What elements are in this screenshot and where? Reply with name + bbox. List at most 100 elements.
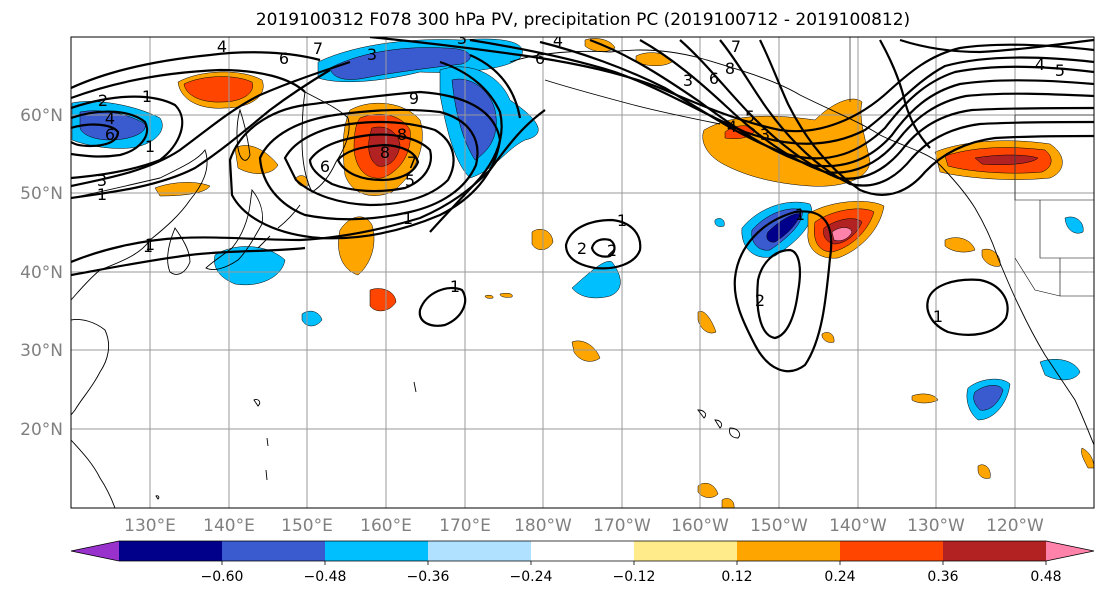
- contour-label: 6: [535, 49, 545, 68]
- colorbar-segment: [531, 541, 635, 561]
- lon-label: 140°E: [203, 516, 255, 536]
- pv-contour: [71, 95, 184, 180]
- contour-label: 8: [397, 125, 407, 144]
- colorbar-segment: [428, 541, 532, 561]
- contour-label: 3: [367, 45, 377, 64]
- shade-negative-area: [1039, 359, 1081, 381]
- colorbar-segment: [325, 541, 429, 561]
- lon-label: 130°W: [907, 516, 965, 536]
- pv-contour: [879, 39, 931, 149]
- pv-contour: [639, 39, 1094, 174]
- coastline-asia: [71, 439, 116, 508]
- pv-contour: [71, 110, 148, 158]
- contour-label: 1: [142, 87, 152, 106]
- shade-negative-area: [714, 218, 725, 227]
- longitude-labels: 130°E 140°E 150°E 160°E 170°E 180°W 170°…: [124, 516, 1044, 536]
- pv-contour: [564, 218, 642, 270]
- contour-label: 3: [97, 171, 107, 190]
- contour-label: 1: [403, 209, 413, 228]
- pv-contours: [71, 37, 1094, 373]
- contour-label: 1: [145, 137, 155, 156]
- colorbar-segment: [840, 541, 944, 561]
- contour-label: 4: [727, 117, 737, 136]
- contour-label: 1: [795, 205, 805, 224]
- pv-contour: [336, 143, 420, 182]
- colorbar-tick-label: 0.48: [1030, 569, 1061, 585]
- pv-contour: [469, 53, 522, 119]
- lon-label: 140°W: [829, 516, 887, 536]
- contour-label: 4: [105, 109, 115, 128]
- coastline-hawaii: [697, 409, 741, 439]
- shade-positive-area: [977, 464, 991, 479]
- shade-positive-area: [697, 483, 719, 498]
- pv-contour: [258, 108, 479, 221]
- lon-label: 170°W: [593, 516, 651, 536]
- contour-label: 1: [97, 185, 107, 204]
- contour-label: 6: [320, 157, 330, 176]
- pv-contour: [589, 38, 1094, 168]
- shade-positive-area: [821, 332, 835, 343]
- colorbar-outline: [70, 540, 1095, 562]
- pv-contour: [429, 60, 503, 233]
- shade-positive-area: [911, 393, 939, 404]
- contour-label: 3: [683, 71, 693, 90]
- latitude-labels: 60°N 50°N 40°N 30°N 20°N: [20, 106, 63, 440]
- contour-label: 4: [217, 37, 227, 56]
- pv-contour: [899, 38, 1094, 54]
- shade-negative-area: [973, 385, 1004, 411]
- pv-contour: [926, 278, 1009, 336]
- contour-label: 6: [279, 49, 289, 68]
- contour-label: 2: [577, 239, 587, 258]
- pv-contour: [469, 38, 1094, 145]
- pv-contour: [733, 210, 833, 373]
- contour-label: 5: [1055, 61, 1065, 80]
- shade-positive-area: [1081, 447, 1094, 469]
- contour-label: 2: [755, 291, 765, 310]
- lat-label: 60°N: [20, 106, 63, 126]
- map-title: 2019100312 F078 300 hPa PV, precipitatio…: [256, 10, 910, 30]
- colorbar-segment: [634, 541, 738, 561]
- colorbar-tick-label: 0.36: [927, 569, 958, 585]
- lon-label: 180°W: [514, 516, 572, 536]
- shade-positive-area: [974, 154, 1039, 165]
- lat-label: 50°N: [20, 184, 63, 204]
- shade-positive-area: [369, 288, 397, 312]
- contour-label: 7: [407, 153, 417, 172]
- shade-negative-area: [214, 246, 286, 286]
- contour-label: 3: [457, 29, 467, 48]
- lon-label: 130°E: [124, 516, 176, 536]
- lon-label: 150°E: [281, 516, 333, 536]
- colorbar: −0.60 −0.48 −0.36 −0.24 −0.12 0.12 0.24 0.36 0.4…: [70, 540, 1095, 585]
- contour-label: 7: [731, 37, 741, 56]
- contour-label: 4: [1035, 55, 1045, 74]
- colorbar-segment: [222, 541, 326, 561]
- contour-label: 1: [933, 307, 943, 326]
- contour-label: 1: [145, 235, 155, 254]
- shade-negative-area: [1064, 216, 1084, 234]
- contour-label: 5: [405, 171, 415, 190]
- coastline-island: [155, 381, 417, 500]
- pv-contour: [369, 37, 1094, 133]
- contour-label: 9: [409, 89, 419, 108]
- map-frame: [70, 36, 1095, 509]
- border-line: [1014, 114, 1094, 201]
- contour-label: 3: [760, 125, 770, 144]
- pv-contour: [539, 40, 1094, 160]
- pv-contour: [71, 69, 331, 200]
- shade-positive-area: [484, 294, 494, 299]
- colorbar-ticks: −0.60 −0.48 −0.36 −0.24 −0.12 0.12 0.24 0.36 0.4…: [201, 561, 1062, 585]
- contour-label: 8: [725, 59, 735, 78]
- shade-positive-area: [234, 145, 279, 174]
- shade-positive-area: [831, 227, 853, 241]
- pv-contour: [283, 120, 455, 207]
- pv-contour: [418, 286, 467, 327]
- colorbar-tick-label: −0.48: [304, 569, 347, 585]
- contour-label: 5: [745, 107, 755, 126]
- shade-positive-area: [368, 126, 401, 167]
- colorbar-extend-max: [1046, 541, 1094, 561]
- contour-label: 2: [98, 91, 108, 110]
- pv-contour: [71, 246, 306, 277]
- map-panel: 4 7 6 2 1 4 6 1 3 1 3 6 8 1 5 7 9 1 3 8: [70, 29, 1095, 509]
- colorbar-tick-label: −0.36: [407, 569, 450, 585]
